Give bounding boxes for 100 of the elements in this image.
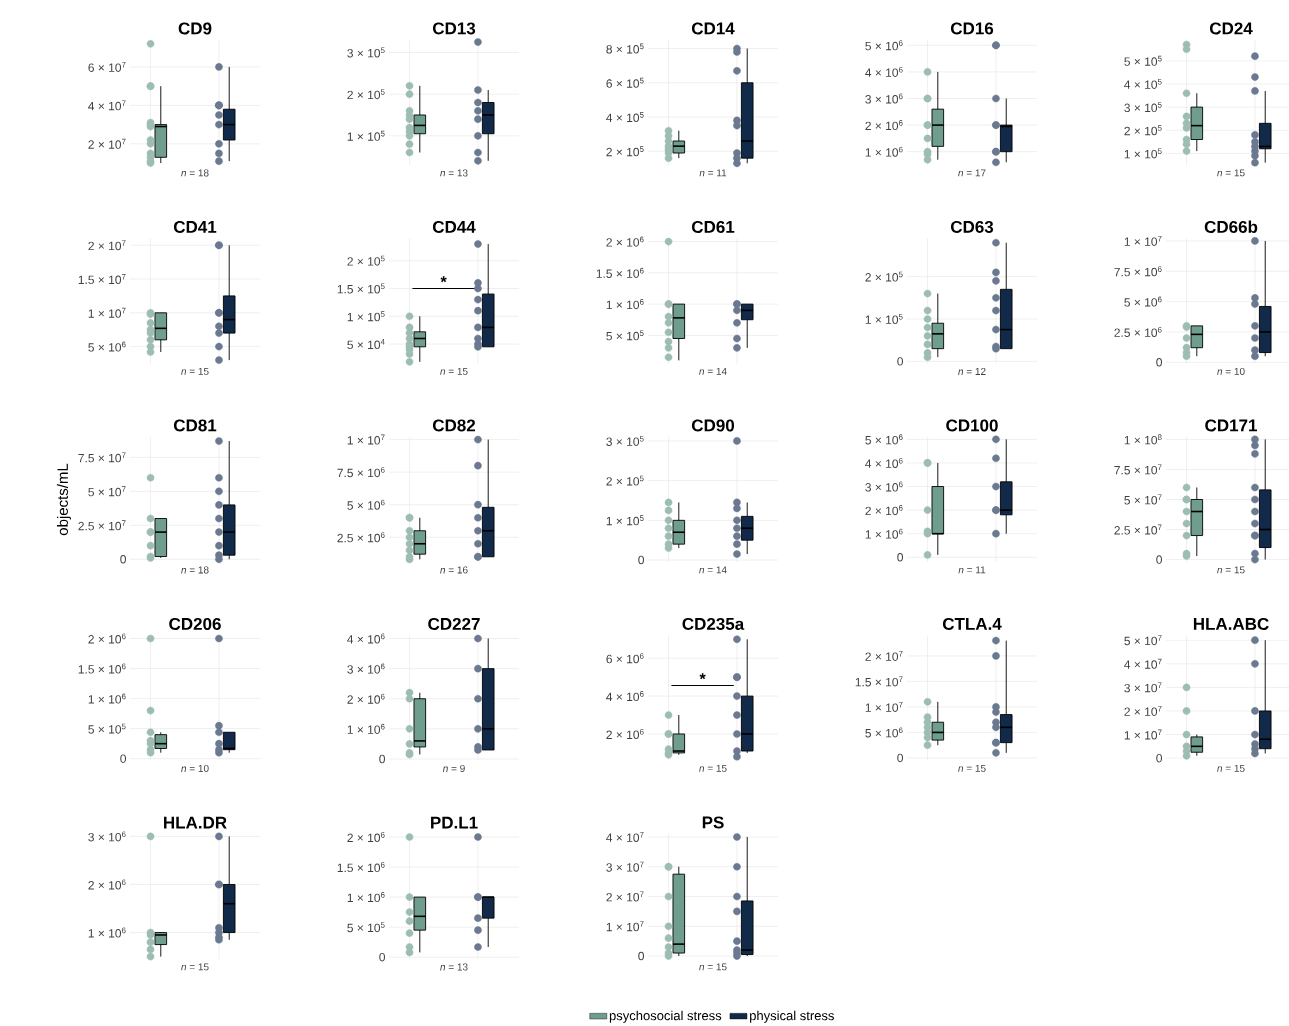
x-axis-title: n = 15 xyxy=(1217,764,1245,772)
y-tick-label: 0 xyxy=(638,555,645,565)
chart-title: CD14 xyxy=(691,22,735,35)
y-tick-label: 7.5 × 10$^{6}$ xyxy=(1114,266,1162,277)
chart-title: CD41 xyxy=(173,220,217,233)
chart-title: CD63 xyxy=(950,220,994,233)
y-tick-label: 2 × 10$^{5}$ xyxy=(606,146,644,157)
chart-title: CD9 xyxy=(178,22,212,35)
y-tick-label: 4 × 10$^{7}$ xyxy=(1124,658,1162,669)
y-tick-label: 5 × 10$^{4}$ xyxy=(347,339,385,350)
y-tick-label: 1 × 10$^{7}$ xyxy=(1124,729,1162,740)
y-tick-label: 4 × 10$^{5}$ xyxy=(1124,78,1162,89)
y-tick-label: 2 × 10$^{7}$ xyxy=(606,891,644,902)
y-tick-label: 4 × 10$^{6}$ xyxy=(865,66,903,77)
y-tick-label: 5 × 10$^{6}$ xyxy=(865,40,903,51)
chart-title: CTLA.4 xyxy=(942,617,1002,630)
x-axis-title: n = 15 xyxy=(1217,566,1245,574)
x-axis-title: n = 13 xyxy=(440,169,468,177)
y-tick-label: 0 xyxy=(1156,555,1163,564)
y-tick-label: 5 × 10$^{5}$ xyxy=(88,723,126,734)
chart-title: CD90 xyxy=(691,419,735,432)
y-tick-label: 0 xyxy=(897,553,904,562)
y-tick-label: 0 xyxy=(120,754,127,763)
y-tick-label: 1 × 10$^{6}$ xyxy=(606,299,644,310)
chart-title: CD61 xyxy=(691,220,735,233)
y-tick-label: 0 xyxy=(1156,358,1163,367)
y-tick-label: 7.5 × 10$^{7}$ xyxy=(1114,464,1162,475)
y-tick-label: 2 × 10$^{6}$ xyxy=(88,633,126,644)
y-tick-label: 1 × 10$^{6}$ xyxy=(88,927,126,938)
y-tick-label: 2.5 × 10$^{7}$ xyxy=(1114,524,1162,535)
chart-title: CD81 xyxy=(173,419,217,432)
chart-title: CD171 xyxy=(1205,419,1257,432)
x-axis-title: n = 16 xyxy=(440,566,468,574)
y-tick-label: 2 × 10$^{6}$ xyxy=(865,120,903,131)
x-axis-title: n = 15 xyxy=(699,963,727,971)
x-axis-title: n = 15 xyxy=(958,764,986,772)
y-tick-label: 7.5 × 10$^{6}$ xyxy=(337,467,385,478)
x-axis-title: n = 10 xyxy=(1217,367,1245,375)
y-tick-label: 6 × 10$^{6}$ xyxy=(606,653,644,664)
y-tick-label: 1 × 10$^{6}$ xyxy=(347,723,385,734)
y-tick-label: 2 × 10$^{5}$ xyxy=(347,255,385,266)
y-axis-title: objects/mL xyxy=(56,463,71,536)
y-tick-label: 2 × 10$^{6}$ xyxy=(865,505,903,516)
chart-title: HLA.DR xyxy=(164,816,227,829)
y-tick-label: 3 × 10$^{5}$ xyxy=(606,435,644,446)
y-tick-label: 1 × 10$^{5}$ xyxy=(347,130,385,141)
y-tick-label: 5 × 10$^{6}$ xyxy=(865,434,903,445)
y-tick-label: 3 × 10$^{7}$ xyxy=(606,861,644,872)
y-tick-label: 3 × 10$^{5}$ xyxy=(1124,102,1162,113)
y-tick-label: 7.5 × 10$^{7}$ xyxy=(78,452,126,463)
chart-title: CD235a xyxy=(682,617,745,630)
y-tick-label: 0 xyxy=(897,753,904,763)
y-tick-label: 1 × 10$^{5}$ xyxy=(347,311,385,322)
y-tick-label: 0 xyxy=(379,952,386,962)
y-tick-label: 3 × 10$^{6}$ xyxy=(865,481,903,492)
y-tick-label: 1.5 × 10$^{7}$ xyxy=(78,274,126,285)
chart-title: CD44 xyxy=(432,220,476,233)
y-tick-label: 4 × 10$^{7}$ xyxy=(88,100,126,111)
y-tick-label: 2 × 10$^{5}$ xyxy=(1124,125,1162,136)
y-tick-label: 8 × 10$^{5}$ xyxy=(606,43,644,54)
chart-title: CD206 xyxy=(169,617,221,630)
y-tick-label: 1 × 10$^{8}$ xyxy=(1124,434,1162,445)
x-axis-title: n = 18 xyxy=(181,169,209,177)
y-tick-label: 1 × 10$^{6}$ xyxy=(88,693,126,704)
y-tick-label: 2 × 10$^{6}$ xyxy=(88,879,126,890)
y-tick-label: 2 × 10$^{7}$ xyxy=(1124,705,1162,716)
chart-title: CD24 xyxy=(1209,22,1253,35)
y-tick-label: 1.5 × 10$^{7}$ xyxy=(855,676,903,687)
y-tick-label: 2 × 10$^{7}$ xyxy=(865,650,903,661)
y-tick-label: 4 × 10$^{5}$ xyxy=(606,112,644,123)
x-axis-title: n = 15 xyxy=(181,963,209,971)
x-axis-title: n = 14 xyxy=(699,566,727,574)
y-tick-label: 5 × 10$^{7}$ xyxy=(1124,494,1162,505)
y-tick-label: 5 × 10$^{6}$ xyxy=(88,341,126,352)
y-tick-label: 5 × 10$^{7}$ xyxy=(88,486,126,497)
y-tick-label: 5 × 10$^{5}$ xyxy=(1124,55,1162,66)
y-tick-label: 2 × 10$^{6}$ xyxy=(347,693,385,704)
y-tick-label: 5 × 10$^{5}$ xyxy=(347,922,385,933)
x-axis-title: n = 15 xyxy=(1217,169,1245,177)
y-tick-label: 3 × 10$^{6}$ xyxy=(88,831,126,842)
y-tick-label: 6 × 10$^{7}$ xyxy=(88,61,126,72)
x-axis-title: n = 18 xyxy=(181,566,209,574)
y-tick-label: 0 xyxy=(120,555,127,564)
annotation: * xyxy=(699,673,706,680)
x-axis-title: n = 10 xyxy=(181,764,209,772)
legend-label: physical stress xyxy=(750,1010,834,1023)
y-tick-label: 1 × 10$^{6}$ xyxy=(347,892,385,903)
y-tick-label: 2 × 10$^{7}$ xyxy=(88,240,126,251)
x-axis-title: n = 17 xyxy=(958,169,986,177)
legend-label: psychosocial stress xyxy=(609,1010,722,1023)
y-tick-label: 3 × 10$^{5}$ xyxy=(347,47,385,58)
y-tick-label: 1 × 10$^{7}$ xyxy=(1124,235,1162,246)
y-tick-label: 2.5 × 10$^{6}$ xyxy=(337,532,385,543)
y-tick-label: 1.5 × 10$^{6}$ xyxy=(78,663,126,674)
y-tick-label: 3 × 10$^{6}$ xyxy=(865,93,903,104)
y-tick-label: 5 × 10$^{5}$ xyxy=(606,330,644,341)
y-tick-label: 1 × 10$^{5}$ xyxy=(865,314,903,324)
y-tick-label: 4 × 10$^{6}$ xyxy=(606,691,644,702)
y-tick-label: 1 × 10$^{5}$ xyxy=(1124,148,1162,159)
y-tick-label: 3 × 10$^{7}$ xyxy=(1124,682,1162,693)
